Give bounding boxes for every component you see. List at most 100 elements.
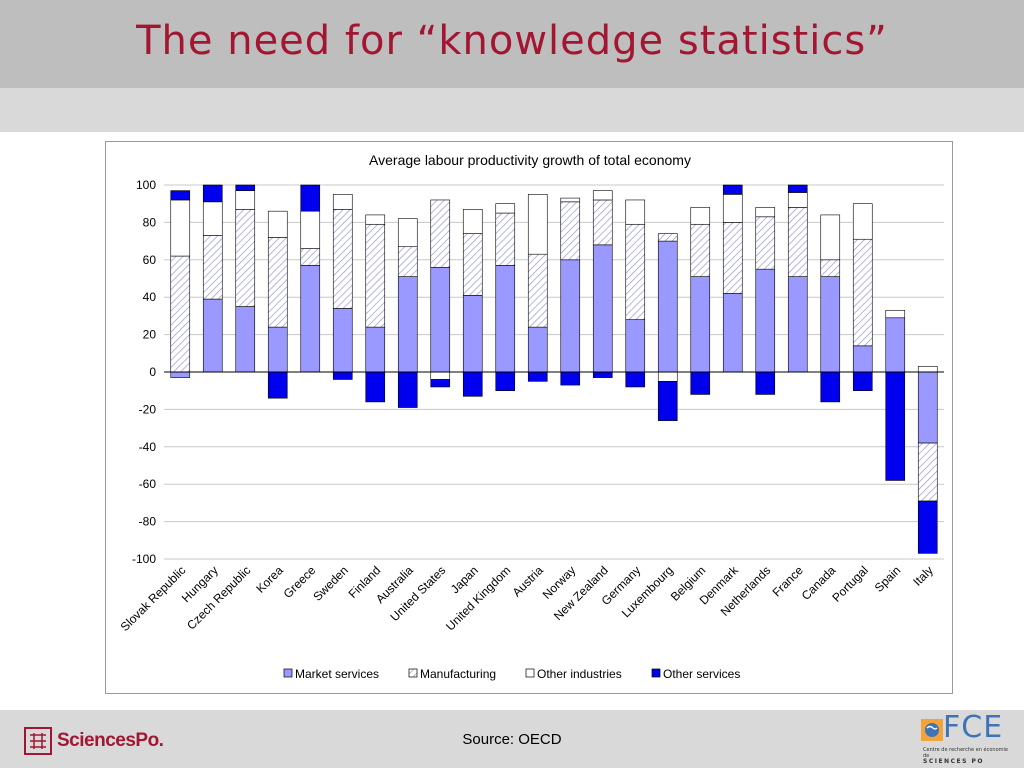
bar-segment-manufacturing [820, 259, 841, 277]
bar-segment-other-services [885, 371, 906, 481]
bar-segment-other-services [917, 500, 938, 554]
legend-swatch [651, 668, 661, 678]
bar-segment-other-industries [722, 194, 743, 223]
bar-segment-other-industries [430, 371, 451, 380]
bar-segment-manufacturing [852, 238, 873, 347]
bar-segment-other-services [625, 371, 646, 388]
bar-segment-market-services [592, 244, 613, 373]
bar-segment-other-industries [592, 190, 613, 201]
bar-segment-other-services [235, 184, 256, 191]
bar-segment-other-services [690, 371, 711, 395]
bar-segment-manufacturing [917, 442, 938, 502]
legend-swatch [283, 668, 293, 678]
bar-segment-market-services [430, 266, 451, 373]
y-tick-label: 0 [149, 365, 156, 379]
legend-swatch [525, 668, 535, 678]
bar-segment-market-services [657, 240, 678, 373]
subtitle-band [0, 88, 1024, 132]
bar-segment-other-industries [332, 194, 353, 210]
bar-segment-manufacturing [560, 201, 581, 261]
bar-segment-other-services [430, 379, 451, 388]
bar-segment-manufacturing [495, 212, 516, 266]
bar-segment-other-industries [267, 210, 288, 238]
bar-segment-other-industries [495, 203, 516, 214]
bar-segment-other-services [462, 371, 483, 397]
y-tick-label: 80 [143, 215, 157, 229]
bar-segment-manufacturing [267, 237, 288, 328]
bar-segment-market-services [300, 265, 321, 373]
sciencespo-wordmark: SciencesPo. [57, 730, 164, 751]
bar-segment-other-services [495, 371, 516, 392]
bar-segment-market-services [365, 326, 386, 373]
bar-segment-other-industries [755, 207, 776, 218]
y-tick-label: -20 [139, 402, 157, 416]
bar-segment-manufacturing [625, 223, 646, 320]
bar-segment-other-industries [300, 210, 321, 249]
bar-segment-market-services [787, 276, 808, 373]
x-category-label: Portugal [829, 563, 871, 605]
source-note: Source: OECD [462, 731, 562, 748]
fce-logo: FCE Centre de recherche en économie de S… [921, 711, 1009, 765]
bar-segment-other-services [365, 371, 386, 403]
bar-segment-market-services [170, 371, 191, 378]
bar-segment-manufacturing [787, 207, 808, 277]
legend-label: Market services [295, 667, 379, 681]
bar-segment-manufacturing [755, 216, 776, 270]
bar-segment-other-industries [625, 199, 646, 225]
bar-segment-other-services [852, 371, 873, 392]
bar-segment-market-services [560, 259, 581, 373]
bar-segment-other-services [820, 371, 841, 403]
globe-icon [921, 719, 943, 741]
bar-segment-manufacturing [397, 246, 418, 277]
bar-segment-other-services [527, 371, 548, 382]
bar-segment-market-services [690, 276, 711, 373]
x-category-label: Spain [872, 563, 904, 595]
bar-segment-market-services [462, 295, 483, 373]
y-tick-label: 40 [143, 290, 157, 304]
bar-segment-market-services [527, 326, 548, 373]
bar-segment-other-industries [462, 209, 483, 234]
y-tick-label: -80 [139, 515, 157, 529]
bar-segment-market-services [625, 319, 646, 373]
bar-segment-market-services [917, 371, 938, 444]
bar-segment-other-industries [235, 190, 256, 210]
bar-segment-other-industries [657, 371, 678, 382]
bar-segment-other-industries [917, 366, 938, 373]
bar-segment-other-industries [170, 199, 191, 257]
fce-letters: FCE [943, 710, 1004, 745]
y-tick-label: 20 [143, 328, 157, 342]
slide-title: The need for “knowledge statistics” [136, 18, 888, 64]
bar-segment-manufacturing [527, 253, 548, 328]
bar-segment-other-industries [690, 207, 711, 225]
bar-segment-other-industries [560, 197, 581, 203]
legend-label: Other industries [537, 667, 622, 681]
bar-segment-manufacturing [170, 255, 191, 373]
bar-segment-manufacturing [430, 199, 451, 268]
bar-segment-market-services [235, 306, 256, 373]
bar-segment-market-services [397, 276, 418, 373]
x-category-label: Italy [910, 563, 935, 588]
x-category-label: Sweden [310, 563, 351, 604]
bar-segment-other-services [560, 371, 581, 386]
bar-segment-other-industries [365, 214, 386, 225]
bar-segment-other-services [397, 371, 418, 408]
bar-segment-manufacturing [365, 223, 386, 328]
bar-segment-market-services [885, 317, 906, 373]
sciencespo-emblem-icon [24, 727, 52, 755]
bar-segment-manufacturing [592, 199, 613, 246]
bar-segment-other-industries [820, 214, 841, 261]
bar-segment-other-industries [202, 201, 223, 236]
bar-segment-market-services [755, 268, 776, 373]
legend-label: Other services [663, 667, 740, 681]
bar-segment-other-services [202, 184, 223, 203]
bar-segment-other-services [722, 184, 743, 195]
bar-segment-other-industries [852, 203, 873, 240]
bar-segment-manufacturing [300, 248, 321, 266]
fce-subtitle: SCIENCES PO [923, 758, 984, 765]
bar-segment-other-industries [885, 309, 906, 319]
title-band: The need for “knowledge statistics” [0, 0, 1024, 88]
bar-segment-other-services [300, 184, 321, 212]
bar-segment-other-industries [397, 218, 418, 248]
legend-label: Manufacturing [420, 667, 496, 681]
bar-segment-market-services [495, 265, 516, 373]
